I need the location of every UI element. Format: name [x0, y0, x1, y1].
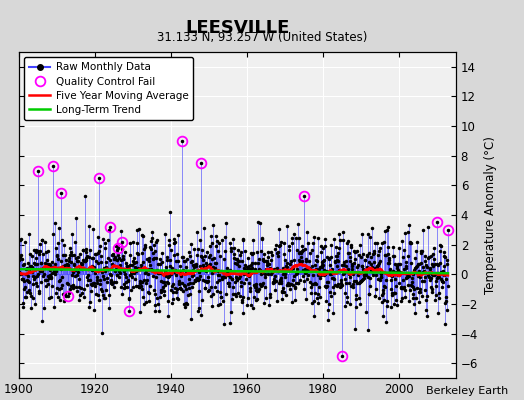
Text: 31.133 N, 93.257 W (United States): 31.133 N, 93.257 W (United States)	[157, 31, 367, 44]
Title: LEESVILLE: LEESVILLE	[185, 18, 290, 36]
Text: Berkeley Earth: Berkeley Earth	[426, 386, 508, 396]
Y-axis label: Temperature Anomaly (°C): Temperature Anomaly (°C)	[484, 136, 497, 294]
Legend: Raw Monthly Data, Quality Control Fail, Five Year Moving Average, Long-Term Tren: Raw Monthly Data, Quality Control Fail, …	[24, 57, 193, 120]
